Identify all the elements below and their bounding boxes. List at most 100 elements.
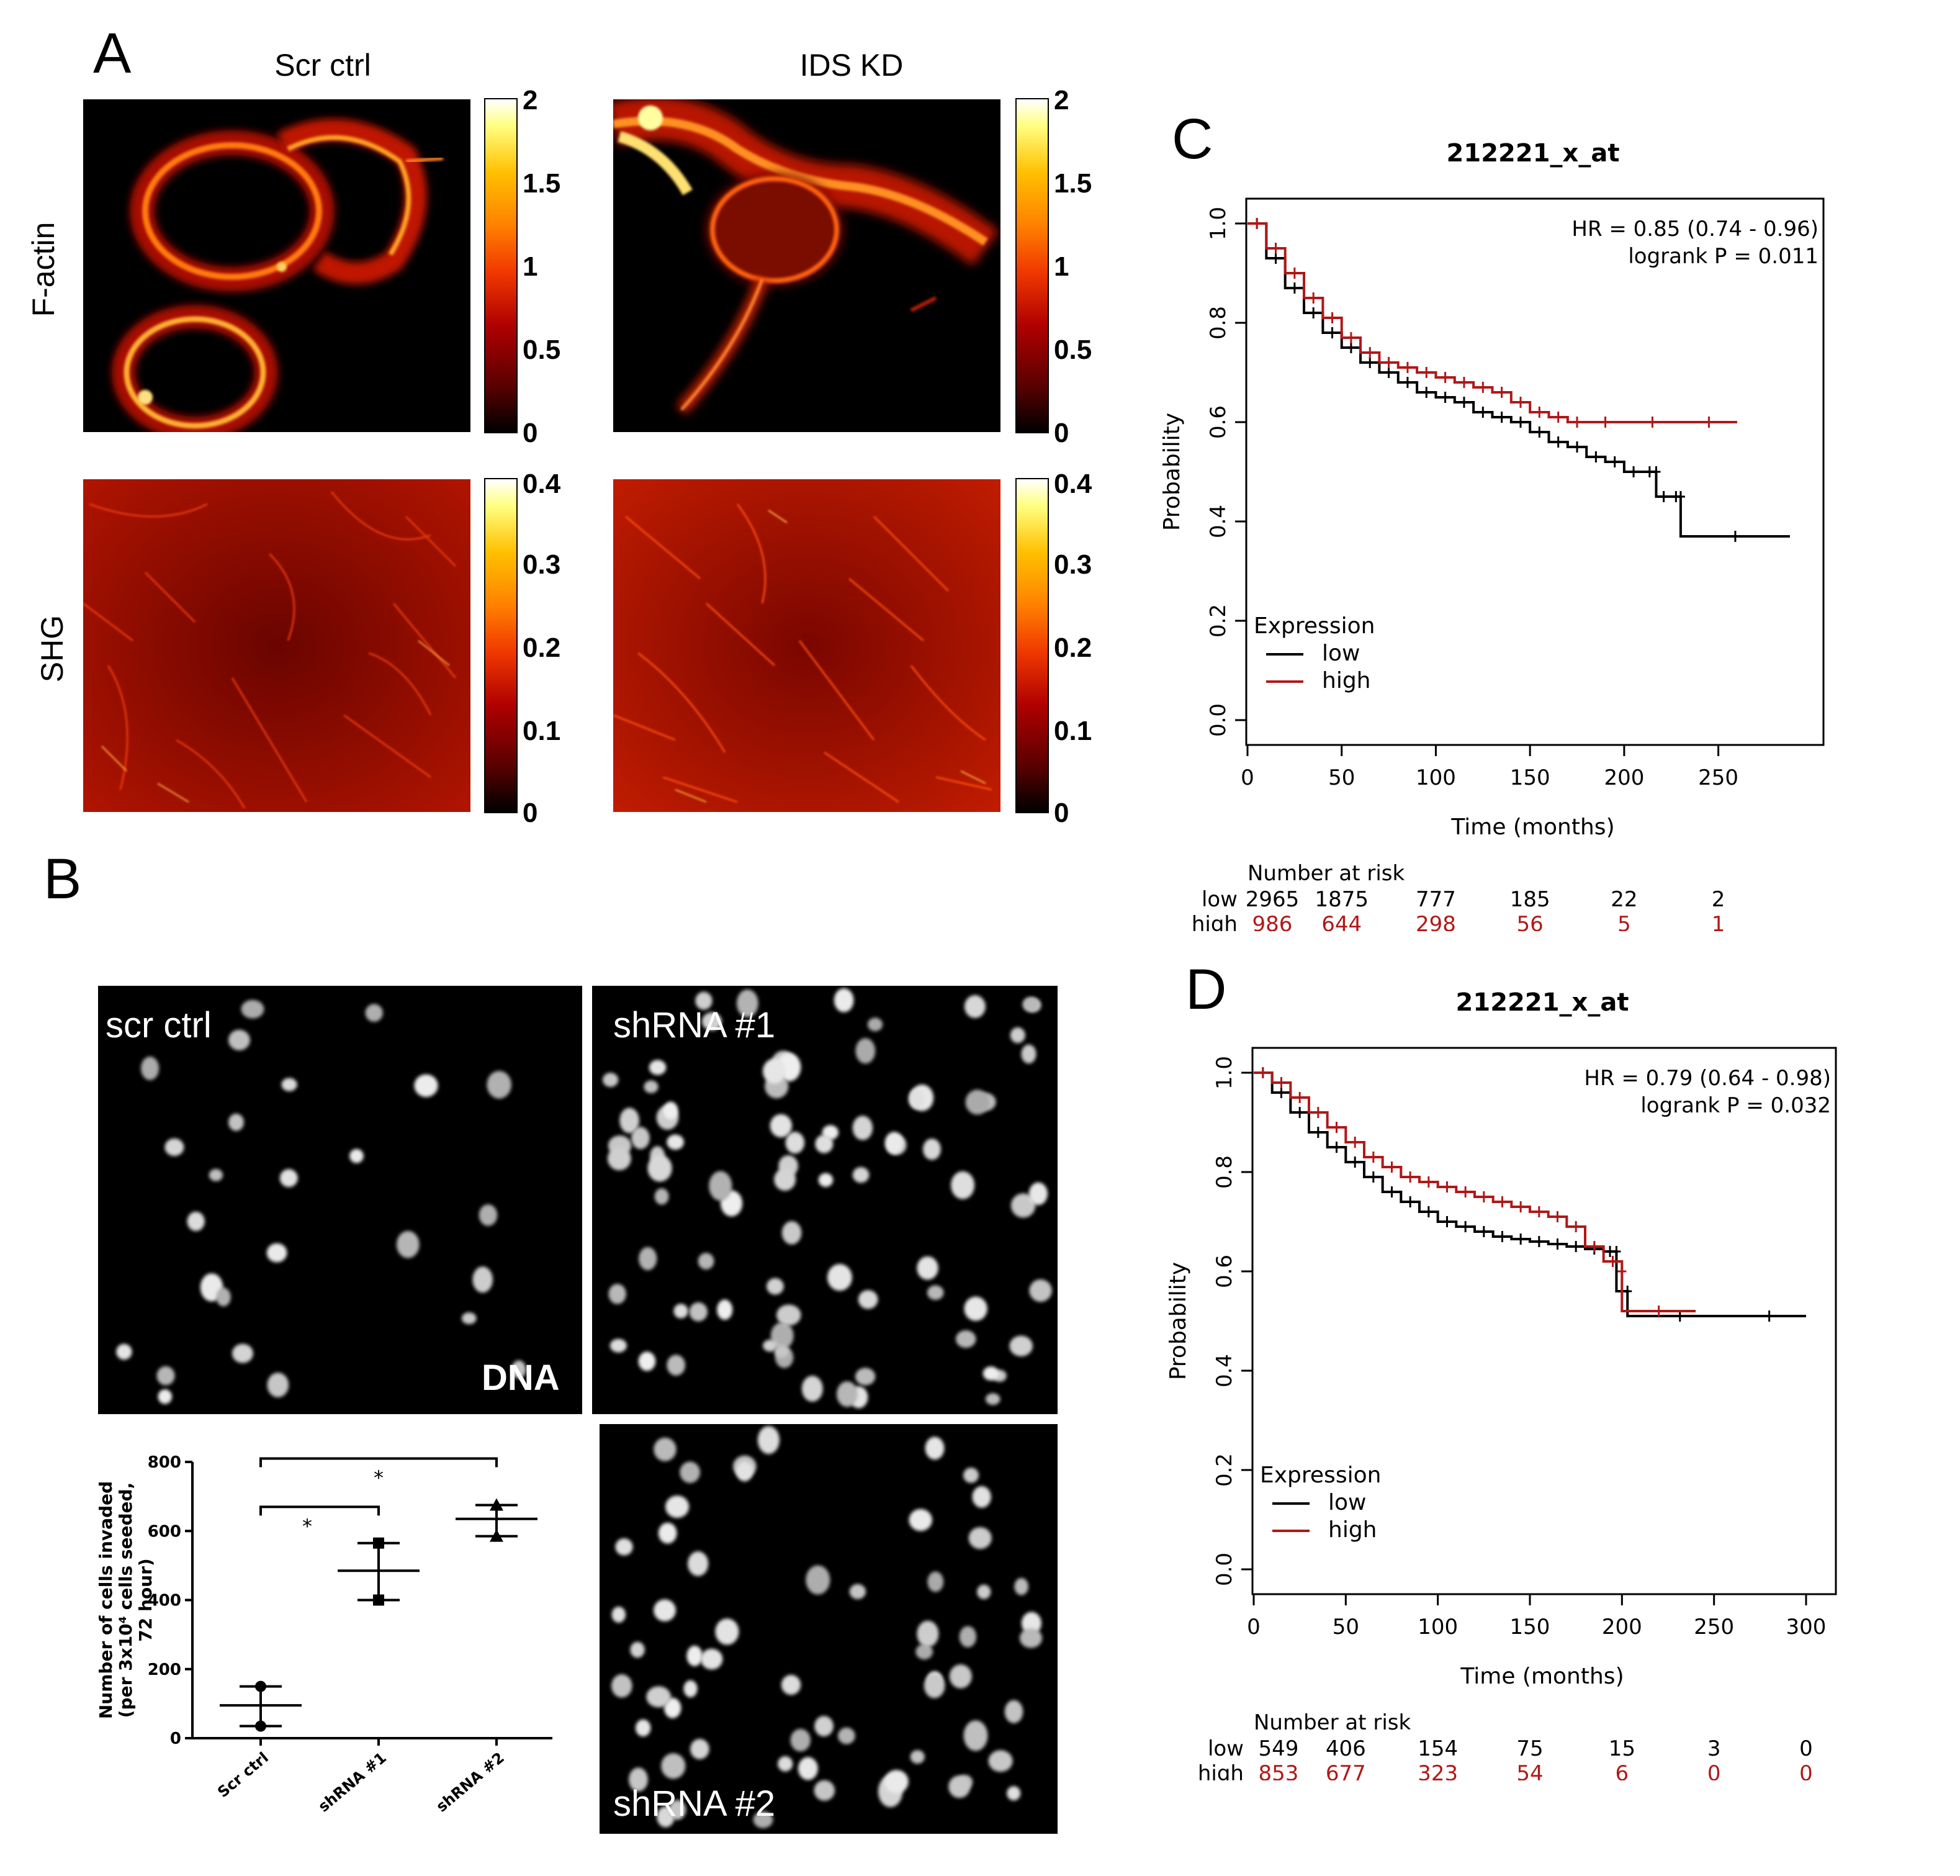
km-censor-mark xyxy=(1387,1186,1396,1197)
km-censor-mark xyxy=(1369,1152,1378,1163)
panel-a-row-factin: F-actin xyxy=(26,222,61,317)
km-censor-mark xyxy=(1424,1176,1433,1188)
km-risk-value: 0 xyxy=(1799,1761,1813,1780)
km-censor-mark xyxy=(1332,1122,1341,1133)
factin-scr-image xyxy=(83,99,470,432)
km-risk-header: Number at risk xyxy=(1254,1710,1411,1735)
nucleus xyxy=(972,1486,991,1508)
km-curve-low xyxy=(1247,222,1790,538)
panel-a-letter: A xyxy=(93,22,132,85)
nucleus xyxy=(1021,1612,1042,1635)
km-censor-mark xyxy=(1442,1216,1452,1227)
shg-scr-tick-0: 0 xyxy=(523,798,538,828)
nucleus xyxy=(461,1312,477,1325)
km-xtick-label: 50 xyxy=(1328,765,1355,790)
invasion-ytick-label: 600 xyxy=(148,1522,181,1541)
factin-ids-tick-0-5: 0.5 xyxy=(1054,335,1092,365)
nucleus xyxy=(116,1343,132,1360)
invasion-point xyxy=(255,1720,266,1732)
km-risk-value: 777 xyxy=(1416,887,1456,912)
km-ytick-label: 0.4 xyxy=(1206,505,1231,538)
factin-scr-tick-1-5: 1.5 xyxy=(523,168,561,199)
km-risk-value: 0 xyxy=(1707,1761,1721,1780)
invasion-point xyxy=(490,1529,503,1542)
micro-scr-svg xyxy=(116,999,526,1404)
nucleus xyxy=(770,1114,793,1138)
nucleus xyxy=(663,1101,678,1120)
nucleus xyxy=(695,991,713,1010)
nucleus xyxy=(611,1674,632,1698)
km-risk-value: 1875 xyxy=(1315,887,1369,912)
significance-star: * xyxy=(302,1514,312,1538)
factin-scr-tick-2: 2 xyxy=(523,85,538,115)
nucleus xyxy=(487,1071,511,1099)
factin-scr-svg xyxy=(83,99,470,432)
km-risk-value: 54 xyxy=(1516,1761,1543,1780)
factin-ids-colorbar xyxy=(1015,98,1049,433)
nucleus xyxy=(709,1171,732,1201)
km-risk-value: 549 xyxy=(1259,1736,1299,1761)
invasion-category-label: shRNA #1 xyxy=(315,1749,389,1815)
km-censor-mark xyxy=(1497,387,1506,398)
km-censor-mark xyxy=(1659,491,1668,502)
km-censor-mark xyxy=(1369,1171,1378,1183)
nucleus xyxy=(818,1173,834,1188)
nucleus xyxy=(927,1571,944,1592)
panel-d-letter: D xyxy=(1185,958,1227,1021)
nucleus xyxy=(638,1351,656,1371)
nucleus xyxy=(267,1373,289,1397)
km-censor-mark xyxy=(1654,1306,1663,1317)
nucleus xyxy=(834,988,854,1012)
nucleus xyxy=(701,1012,722,1030)
nucleus xyxy=(608,1284,626,1304)
km-risk-value: 154 xyxy=(1418,1736,1458,1761)
km-censor-mark xyxy=(1387,1161,1396,1173)
km-annotation: logrank P = 0.032 xyxy=(1640,1093,1831,1118)
km-censor-mark xyxy=(1623,1286,1632,1297)
invasion-category-label: shRNA #2 xyxy=(433,1749,507,1815)
km-risk-value: 185 xyxy=(1510,887,1550,912)
km-censor-mark xyxy=(1328,312,1337,323)
km-censor-mark xyxy=(1309,307,1318,318)
invasion-point xyxy=(373,1594,384,1606)
km-xlabel: Time (months) xyxy=(1450,814,1614,840)
nucleus xyxy=(753,1811,773,1828)
nucleus xyxy=(631,1127,650,1150)
nucleus xyxy=(630,1641,645,1658)
nucleus xyxy=(281,1078,297,1091)
nucleus xyxy=(698,1253,714,1269)
nucleus xyxy=(908,1089,924,1109)
invasion-dot-plot: 0 200 400 600 800 Number of cells invaded (per… xyxy=(96,1453,552,1816)
km-xtick-label: 100 xyxy=(1418,1615,1458,1639)
nucleus xyxy=(644,1080,659,1093)
km-censor-mark xyxy=(1629,466,1639,477)
km-risk-value: 323 xyxy=(1418,1761,1458,1780)
km-censor-mark xyxy=(1384,367,1393,378)
km-censor-mark xyxy=(1271,253,1280,264)
km-censor-mark xyxy=(1648,417,1657,428)
nucleus xyxy=(988,1750,1013,1772)
km-censor-mark xyxy=(1534,1206,1544,1217)
km-risk-value: 677 xyxy=(1326,1761,1366,1780)
shg-scr-colorbar xyxy=(484,478,518,813)
km-risk-row-label: high xyxy=(1192,912,1238,931)
nucleus xyxy=(757,1426,780,1454)
km-censor-mark xyxy=(1730,531,1740,542)
nucleus xyxy=(763,1340,778,1352)
km-plot-d: 212221_x_at 0.0 0.2 0.4 0.6 0.8 1.0 Probability… xyxy=(1166,988,1837,1780)
km-ytick-label: 0.8 xyxy=(1206,306,1231,340)
nucleus xyxy=(1014,1577,1028,1595)
nucleus xyxy=(649,1060,667,1075)
km-censor-mark xyxy=(1290,268,1299,279)
factin-scr-tick-0-5: 0.5 xyxy=(523,335,561,365)
nucleus xyxy=(838,1727,855,1744)
km-censor-mark xyxy=(1461,1186,1470,1197)
km-risk-value: 2965 xyxy=(1246,887,1300,912)
factin-scr-tick-1: 1 xyxy=(523,251,538,282)
km-risk-value: 6 xyxy=(1616,1761,1629,1780)
km-censor-mark xyxy=(1346,332,1355,343)
micro-sh2-label: shRNA #2 xyxy=(613,1784,776,1824)
km-ylabel: Probability xyxy=(1159,413,1185,531)
km-risk-header: Number at risk xyxy=(1247,861,1405,886)
factin-scr-colorbar xyxy=(484,98,518,433)
